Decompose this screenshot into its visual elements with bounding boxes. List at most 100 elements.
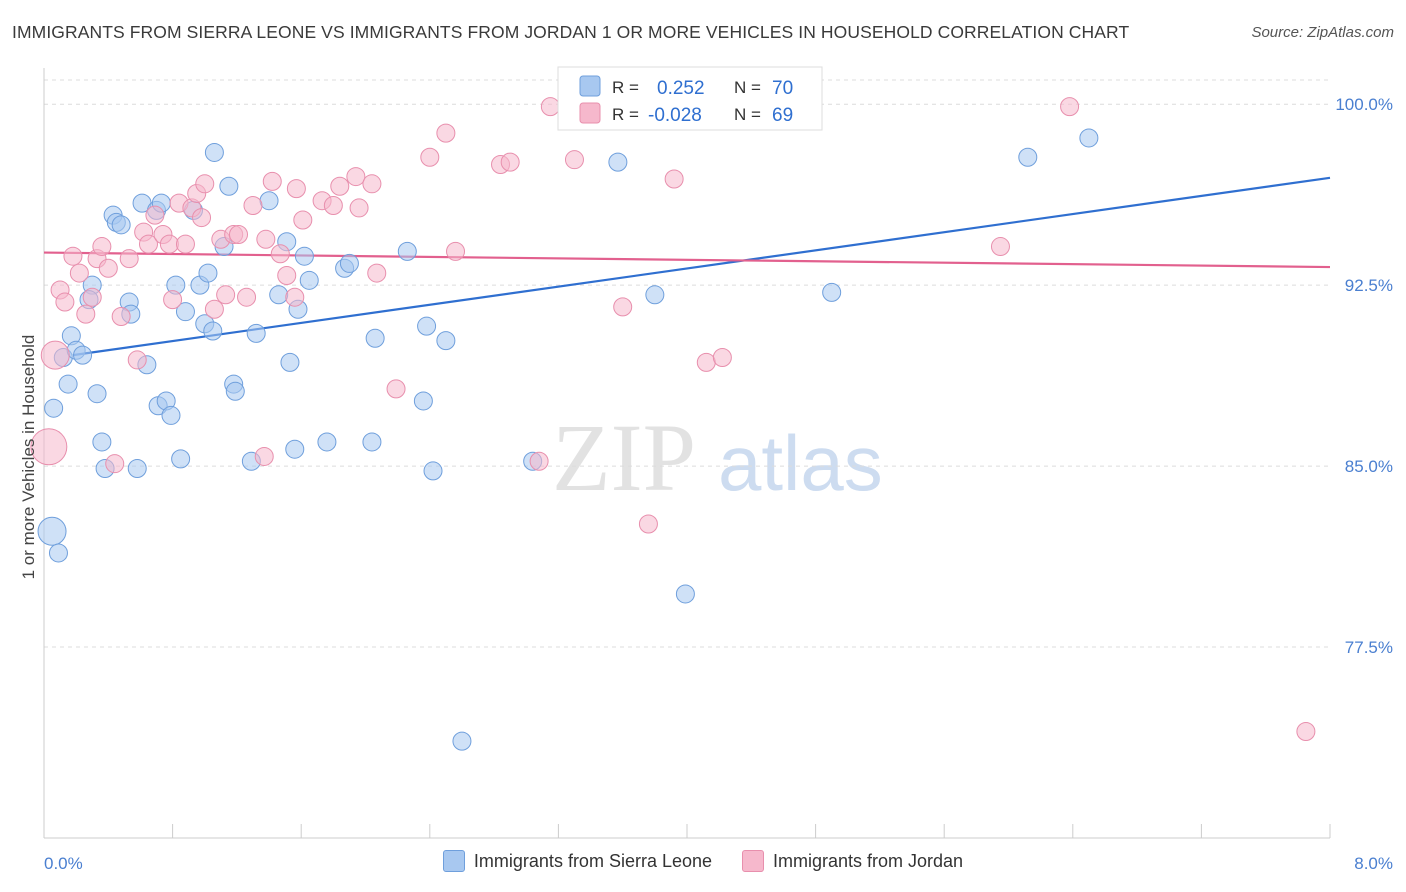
point-jordan[interactable] <box>30 428 68 466</box>
point-sierra-leone[interactable] <box>225 381 245 401</box>
point-jordan[interactable] <box>192 208 212 228</box>
point-sierra-leone[interactable] <box>608 152 628 172</box>
point-jordan[interactable] <box>229 224 249 244</box>
point-jordan[interactable] <box>664 169 684 189</box>
point-sierra-leone[interactable] <box>73 345 93 365</box>
point-jordan[interactable] <box>638 514 658 534</box>
point-jordan[interactable] <box>323 196 343 216</box>
point-jordan[interactable] <box>204 299 224 319</box>
point-sierra-leone[interactable] <box>259 191 279 211</box>
point-jordan[interactable] <box>386 379 406 399</box>
legend-swatch-blue <box>442 850 465 872</box>
point-jordan[interactable] <box>40 340 70 370</box>
point-sierra-leone[interactable] <box>269 285 289 305</box>
point-jordan[interactable] <box>270 244 290 264</box>
point-jordan[interactable] <box>237 287 257 307</box>
point-sierra-leone[interactable] <box>198 263 218 283</box>
point-sierra-leone[interactable] <box>58 374 78 394</box>
point-sierra-leone[interactable] <box>294 246 314 266</box>
point-jordan[interactable] <box>436 123 456 143</box>
point-sierra-leone[interactable] <box>423 461 443 481</box>
point-sierra-leone[interactable] <box>645 285 665 305</box>
point-jordan[interactable] <box>243 196 263 216</box>
point-sierra-leone[interactable] <box>397 241 417 261</box>
point-sierra-leone[interactable] <box>1018 147 1038 167</box>
point-jordan[interactable] <box>92 237 112 257</box>
point-jordan[interactable] <box>613 297 633 317</box>
point-jordan[interactable] <box>529 451 549 471</box>
legend-item-jordan[interactable]: Immigrants from Jordan <box>742 850 963 872</box>
point-jordan[interactable] <box>277 265 297 285</box>
point-jordan[interactable] <box>195 174 215 194</box>
point-sierra-leone[interactable] <box>175 302 195 322</box>
point-sierra-leone[interactable] <box>37 516 67 546</box>
point-jordan[interactable] <box>1060 97 1080 117</box>
point-jordan[interactable] <box>990 237 1010 257</box>
point-jordan[interactable] <box>540 97 560 117</box>
point-jordan[interactable] <box>256 229 276 249</box>
point-sierra-leone[interactable] <box>280 352 300 372</box>
point-jordan[interactable] <box>119 249 139 269</box>
point-sierra-leone[interactable] <box>436 331 456 351</box>
point-jordan[interactable] <box>500 152 520 172</box>
point-jordan[interactable] <box>420 147 440 167</box>
point-sierra-leone[interactable] <box>822 282 842 302</box>
stats-r-label-pink: R = <box>612 105 639 124</box>
point-jordan[interactable] <box>55 292 75 312</box>
point-sierra-leone[interactable] <box>92 432 112 452</box>
point-jordan[interactable] <box>98 258 118 278</box>
point-sierra-leone[interactable] <box>48 543 68 563</box>
point-sierra-leone[interactable] <box>246 323 266 343</box>
x-tick-max: 8.0% <box>1354 854 1393 873</box>
point-jordan[interactable] <box>216 285 236 305</box>
point-jordan[interactable] <box>163 290 183 310</box>
point-sierra-leone[interactable] <box>362 432 382 452</box>
point-jordan[interactable] <box>138 234 158 254</box>
point-jordan[interactable] <box>362 174 382 194</box>
point-sierra-leone[interactable] <box>452 731 472 751</box>
point-jordan[interactable] <box>127 350 147 370</box>
point-jordan[interactable] <box>367 263 387 283</box>
point-jordan[interactable] <box>564 150 584 170</box>
point-jordan[interactable] <box>349 198 369 218</box>
point-sierra-leone[interactable] <box>299 270 319 290</box>
point-sierra-leone[interactable] <box>339 253 359 273</box>
point-sierra-leone[interactable] <box>219 176 239 196</box>
point-sierra-leone[interactable] <box>127 459 147 479</box>
point-sierra-leone[interactable] <box>44 398 64 418</box>
point-jordan[interactable] <box>286 179 306 199</box>
legend-item-sierra-leone[interactable]: Immigrants from Sierra Leone <box>442 850 712 872</box>
point-jordan[interactable] <box>696 352 716 372</box>
point-sierra-leone[interactable] <box>285 439 305 459</box>
point-sierra-leone[interactable] <box>413 391 433 411</box>
point-sierra-leone[interactable] <box>203 321 223 341</box>
point-jordan[interactable] <box>254 446 274 466</box>
point-jordan[interactable] <box>346 167 366 187</box>
point-jordan[interactable] <box>293 210 313 230</box>
point-jordan[interactable] <box>63 246 83 266</box>
point-jordan[interactable] <box>76 304 96 324</box>
point-jordan[interactable] <box>330 176 350 196</box>
point-jordan[interactable] <box>111 307 131 327</box>
point-sierra-leone[interactable] <box>111 215 131 235</box>
point-sierra-leone[interactable] <box>171 449 191 469</box>
point-sierra-leone[interactable] <box>204 142 224 162</box>
point-jordan[interactable] <box>69 263 89 283</box>
point-sierra-leone[interactable] <box>365 328 385 348</box>
point-jordan[interactable] <box>285 287 305 307</box>
point-jordan[interactable] <box>262 171 282 191</box>
point-jordan[interactable] <box>1296 721 1316 741</box>
point-jordan[interactable] <box>159 234 179 254</box>
point-jordan[interactable] <box>175 234 195 254</box>
point-sierra-leone[interactable] <box>161 405 181 425</box>
point-sierra-leone[interactable] <box>675 584 695 604</box>
point-jordan[interactable] <box>712 348 732 368</box>
point-jordan[interactable] <box>82 287 102 307</box>
point-sierra-leone[interactable] <box>1079 128 1099 148</box>
point-sierra-leone[interactable] <box>317 432 337 452</box>
point-jordan[interactable] <box>105 454 125 474</box>
point-sierra-leone[interactable] <box>417 316 437 336</box>
point-jordan[interactable] <box>145 205 165 225</box>
point-sierra-leone[interactable] <box>87 384 107 404</box>
point-jordan[interactable] <box>446 241 466 261</box>
